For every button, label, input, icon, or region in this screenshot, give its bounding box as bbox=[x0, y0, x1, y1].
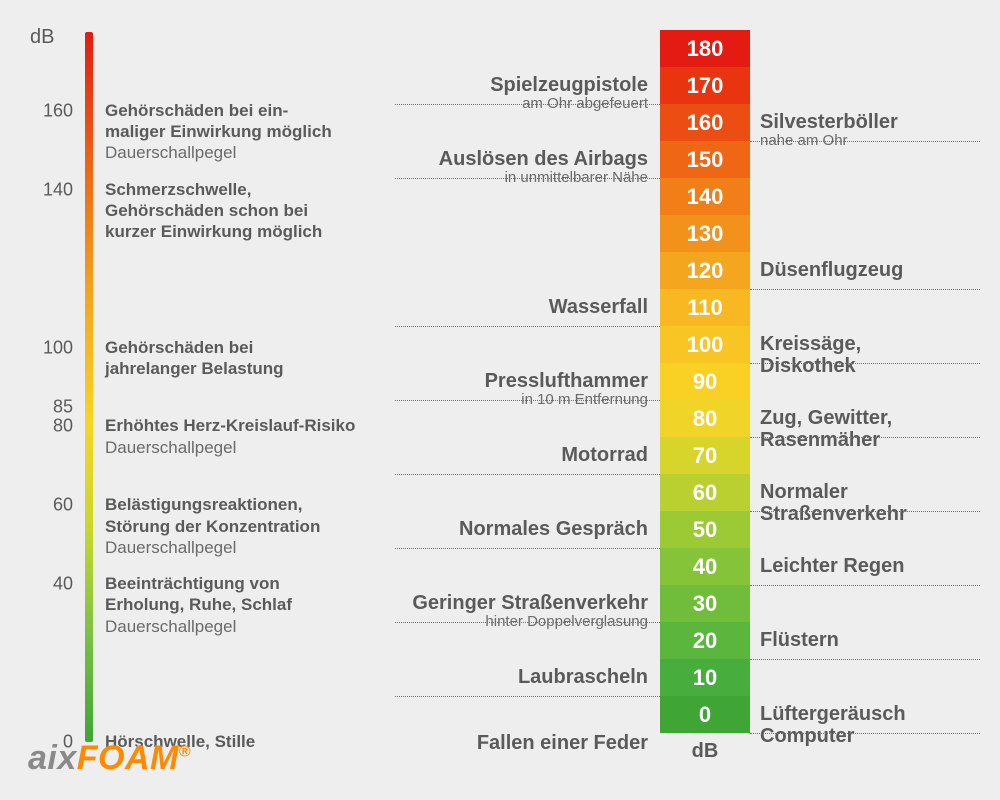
logo: aixFOAM® bbox=[28, 739, 191, 778]
db-cell: 60 bbox=[660, 474, 750, 511]
left-note: Belästigungsreaktionen,Störung der Konze… bbox=[105, 494, 365, 558]
example-right: LüftergeräuschComputer bbox=[760, 703, 906, 747]
axis-label: dB bbox=[30, 26, 54, 49]
example-right: Leichter Regen bbox=[760, 555, 904, 577]
connector bbox=[395, 326, 660, 327]
left-tick: 140 bbox=[43, 179, 85, 200]
db-column: 1801701601501401301201101009080706050403… bbox=[660, 30, 750, 769]
connector bbox=[395, 178, 660, 179]
example-left: Laubrascheln bbox=[518, 666, 648, 688]
example-right: NormalerStraßenverkehr bbox=[760, 481, 907, 525]
connector bbox=[750, 659, 980, 660]
connector bbox=[395, 696, 660, 697]
db-cell: 10 bbox=[660, 659, 750, 696]
db-cell: 140 bbox=[660, 178, 750, 215]
db-cell: 130 bbox=[660, 215, 750, 252]
db-cell: 70 bbox=[660, 437, 750, 474]
db-cell: 0 bbox=[660, 696, 750, 733]
db-cell: 160 bbox=[660, 104, 750, 141]
left-note: Beeinträchtigung vonErholung, Ruhe, Schl… bbox=[105, 573, 365, 637]
example-left: Motorrad bbox=[561, 444, 648, 466]
example-left: Presslufthammerin 10 m Entfernung bbox=[485, 370, 648, 409]
connector bbox=[750, 585, 980, 586]
example-right: Düsenflugzeug bbox=[760, 259, 903, 281]
example-left: Wasserfall bbox=[549, 296, 648, 318]
db-cell: 120 bbox=[660, 252, 750, 289]
example-left: Geringer Straßenverkehrhinter Doppelverg… bbox=[412, 592, 648, 631]
connector bbox=[395, 400, 660, 401]
connector bbox=[395, 548, 660, 549]
left-tick: 85 bbox=[53, 396, 85, 417]
connector bbox=[750, 437, 980, 438]
db-cell: 80 bbox=[660, 400, 750, 437]
db-cell: 180 bbox=[660, 30, 750, 67]
example-right: Kreissäge,Diskothek bbox=[760, 333, 861, 377]
left-note: Schmerzschwelle,Gehörschäden schon beiku… bbox=[105, 179, 365, 243]
connector bbox=[750, 141, 980, 142]
example-right: Silvesterböllernahe am Ohr bbox=[760, 111, 898, 150]
db-cell: 110 bbox=[660, 289, 750, 326]
db-cell: 20 bbox=[660, 622, 750, 659]
left-tick: 40 bbox=[53, 574, 85, 595]
connector bbox=[395, 104, 660, 105]
example-right: Flüstern bbox=[760, 629, 839, 651]
left-tick: 100 bbox=[43, 337, 85, 358]
example-right: Zug, Gewitter,Rasenmäher bbox=[760, 407, 892, 451]
db-cell: 40 bbox=[660, 548, 750, 585]
example-left: Spielzeugpistoleam Ohr abgefeuert bbox=[490, 74, 648, 113]
connector bbox=[395, 622, 660, 623]
db-bottom-label: dB bbox=[660, 733, 750, 769]
left-gradient-bar bbox=[85, 32, 93, 742]
left-note: Gehörschäden bei ein-maliger Einwirkung … bbox=[105, 100, 365, 164]
db-cell: 100 bbox=[660, 326, 750, 363]
connector bbox=[750, 363, 980, 364]
db-cell: 50 bbox=[660, 511, 750, 548]
left-tick: 60 bbox=[53, 495, 85, 516]
db-cell: 90 bbox=[660, 363, 750, 400]
db-cell: 30 bbox=[660, 585, 750, 622]
example-left: Auslösen des Airbagsin unmittelbarer Näh… bbox=[439, 148, 648, 187]
connector bbox=[750, 289, 980, 290]
left-note: Erhöhtes Herz-Kreislauf-RisikoDauerschal… bbox=[105, 415, 365, 458]
example-left: Fallen einer Feder bbox=[477, 732, 648, 754]
db-cell: 150 bbox=[660, 141, 750, 178]
left-tick: 160 bbox=[43, 100, 85, 121]
db-cell: 170 bbox=[660, 67, 750, 104]
connector bbox=[750, 511, 980, 512]
connector bbox=[395, 474, 660, 475]
example-left: Normales Gespräch bbox=[459, 518, 648, 540]
left-note: Gehörschäden beijahrelanger Belastung bbox=[105, 337, 365, 380]
connector bbox=[750, 733, 980, 734]
left-tick: 80 bbox=[53, 416, 85, 437]
